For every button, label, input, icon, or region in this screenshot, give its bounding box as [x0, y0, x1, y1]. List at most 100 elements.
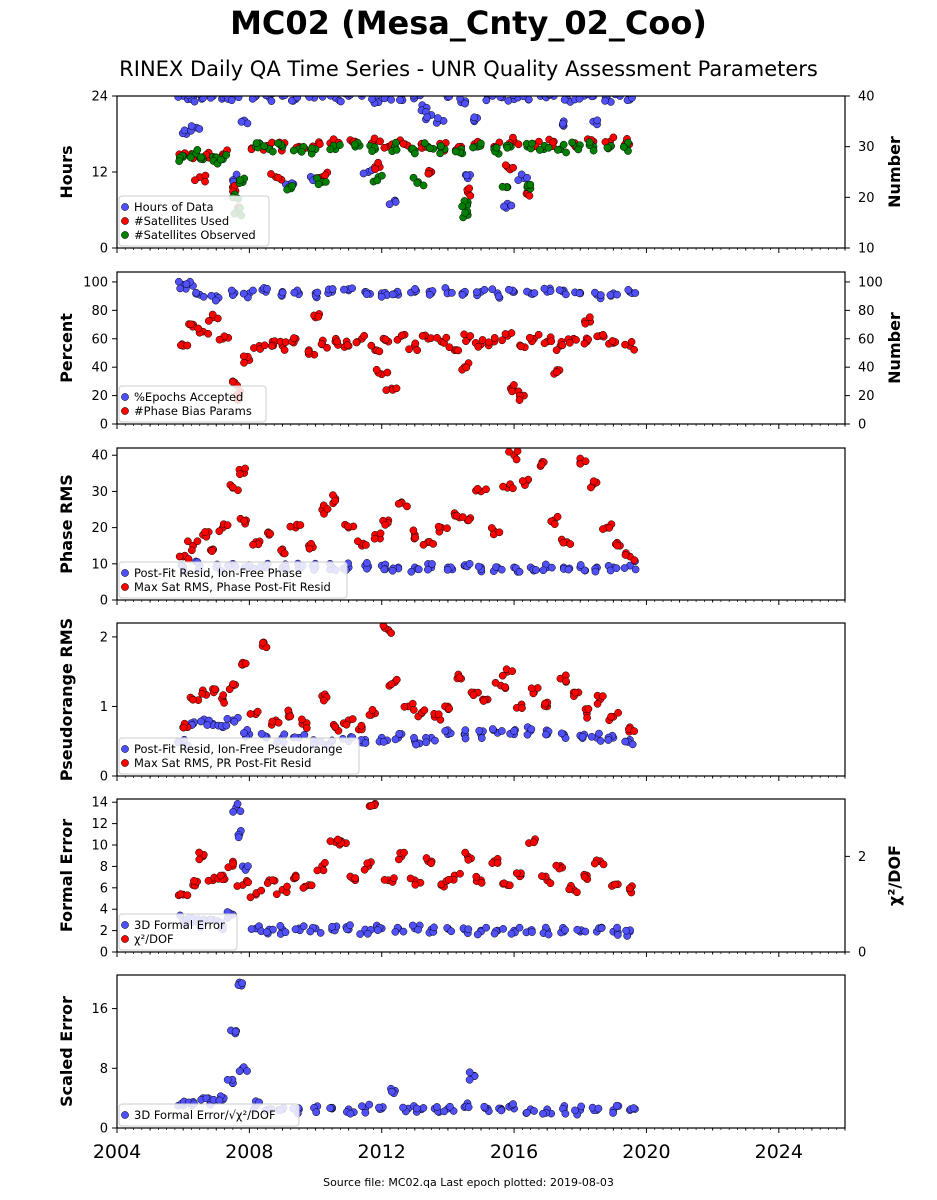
data-point: [565, 885, 574, 894]
data-point: [629, 1104, 638, 1112]
data-point: [186, 320, 195, 329]
data-point: [305, 96, 314, 101]
chart-subtitle: RINEX Daily QA Time Series - UNR Quality…: [119, 57, 818, 81]
data-point: [530, 289, 539, 297]
data-point: [431, 736, 439, 745]
data-point: [461, 848, 470, 857]
y-tick-label: 4: [100, 903, 108, 918]
legend-marker: [121, 935, 129, 943]
y-tick-label: 40: [91, 449, 108, 464]
data-point: [307, 881, 316, 890]
data-point: [498, 727, 506, 735]
data-point: [390, 874, 398, 882]
data-point: [419, 1104, 428, 1112]
legend-label: Post-Fit Resid, Ion-Free Phase: [134, 566, 302, 580]
legend-marker: [121, 583, 129, 591]
data-point: [373, 176, 382, 185]
data-point: [509, 1100, 517, 1108]
data-point: [216, 155, 225, 164]
data-point: [474, 562, 483, 571]
data-point: [299, 922, 308, 931]
data-point: [409, 173, 418, 182]
data-point: [429, 540, 438, 548]
data-point: [293, 96, 302, 102]
data-point: [562, 677, 570, 686]
data-point: [470, 113, 479, 122]
data-point: [262, 96, 270, 100]
data-point: [257, 729, 266, 738]
data-point: [405, 345, 413, 354]
data-point: [583, 713, 591, 722]
data-point: [357, 721, 366, 730]
data-point: [553, 512, 562, 521]
data-point: [613, 290, 621, 299]
data-point: [505, 881, 514, 890]
data-point: [356, 930, 364, 938]
y-axis-label: Hours: [57, 145, 76, 198]
data-point: [628, 96, 636, 102]
data-point: [488, 725, 497, 733]
data-point: [593, 699, 602, 708]
data-point: [630, 556, 639, 565]
data-point: [444, 875, 453, 884]
data-point: [388, 290, 397, 299]
data-point: [219, 691, 228, 699]
data-point: [234, 96, 243, 102]
data-point: [523, 730, 532, 739]
data-point: [495, 528, 504, 537]
data-point: [479, 697, 488, 705]
data-point: [566, 540, 575, 548]
data-point: [371, 165, 380, 174]
data-point: [425, 290, 434, 299]
legend: %Epochs Accepted#Phase Bias Params: [118, 385, 267, 423]
data-point: [257, 886, 266, 895]
data-point: [619, 143, 628, 151]
data-point: [535, 146, 544, 154]
data-point: [497, 565, 506, 574]
data-point: [252, 139, 261, 147]
data-point: [280, 730, 289, 739]
data-point: [606, 291, 615, 299]
data-point: [561, 926, 569, 934]
data-point: [595, 729, 603, 738]
data-point: [399, 927, 408, 936]
data-point: [232, 170, 241, 179]
data-point: [571, 1106, 579, 1115]
data-point: [403, 502, 411, 511]
data-point: [576, 561, 585, 569]
data-point: [580, 566, 589, 575]
legend-marker: [121, 203, 129, 211]
data-point: [593, 116, 602, 125]
data-point: [316, 140, 324, 148]
data-point: [558, 341, 567, 350]
data-point: [464, 516, 473, 525]
data-point: [193, 146, 202, 154]
data-point: [501, 330, 510, 338]
data-point: [176, 284, 185, 293]
data-point: [411, 533, 420, 542]
data-point: [360, 331, 369, 340]
data-point: [581, 457, 590, 466]
data-point: [312, 1108, 321, 1117]
data-point: [313, 288, 322, 297]
data-point: [604, 736, 613, 744]
data-point: [476, 139, 485, 148]
data-point: [539, 566, 548, 575]
data-point: [499, 482, 507, 491]
data-point: [448, 289, 456, 297]
data-point: [462, 337, 470, 346]
legend-box: [118, 385, 267, 423]
legend-box: [118, 1103, 300, 1127]
data-point: [314, 180, 323, 189]
plot-area: [174, 623, 639, 750]
data-point: [572, 336, 580, 344]
data-point: [594, 1104, 603, 1113]
data-point: [466, 191, 475, 200]
data-point: [584, 705, 593, 713]
legend-box: [118, 561, 348, 599]
data-point: [442, 333, 451, 342]
data-point: [498, 671, 507, 680]
data-point: [253, 707, 262, 716]
data-point: [235, 1067, 244, 1076]
data-point: [177, 341, 185, 350]
